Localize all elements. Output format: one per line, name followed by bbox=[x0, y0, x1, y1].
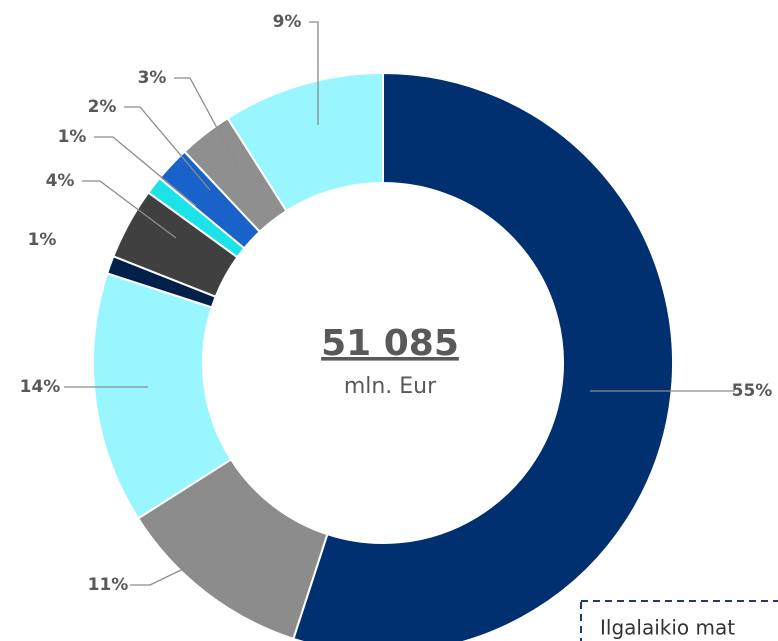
value-label: 3% bbox=[138, 68, 167, 88]
leader-line bbox=[124, 106, 211, 191]
center-unit: mln. Eur bbox=[344, 374, 437, 399]
leader-line bbox=[82, 180, 177, 239]
value-label: 9% bbox=[273, 12, 302, 32]
slice bbox=[292, 71, 674, 641]
legend-box bbox=[580, 600, 778, 641]
labels: 55%11%14%1%4%1%2%3%9% bbox=[20, 12, 773, 595]
value-label: 1% bbox=[58, 127, 87, 147]
center-value: 51 085 bbox=[321, 323, 459, 364]
value-label: 11% bbox=[88, 575, 129, 595]
value-label: 14% bbox=[20, 377, 61, 397]
value-label: 4% bbox=[46, 171, 75, 191]
leader-line bbox=[94, 136, 197, 207]
leader-line bbox=[130, 542, 238, 586]
slices bbox=[92, 71, 674, 641]
slice bbox=[226, 71, 384, 213]
value-label: 1% bbox=[28, 230, 57, 250]
leader-line bbox=[174, 77, 238, 166]
legend-text: Ilgalaikio mat bbox=[600, 616, 735, 640]
value-label: 2% bbox=[88, 97, 117, 117]
leader-line bbox=[309, 21, 319, 125]
value-label: 55% bbox=[732, 381, 773, 401]
